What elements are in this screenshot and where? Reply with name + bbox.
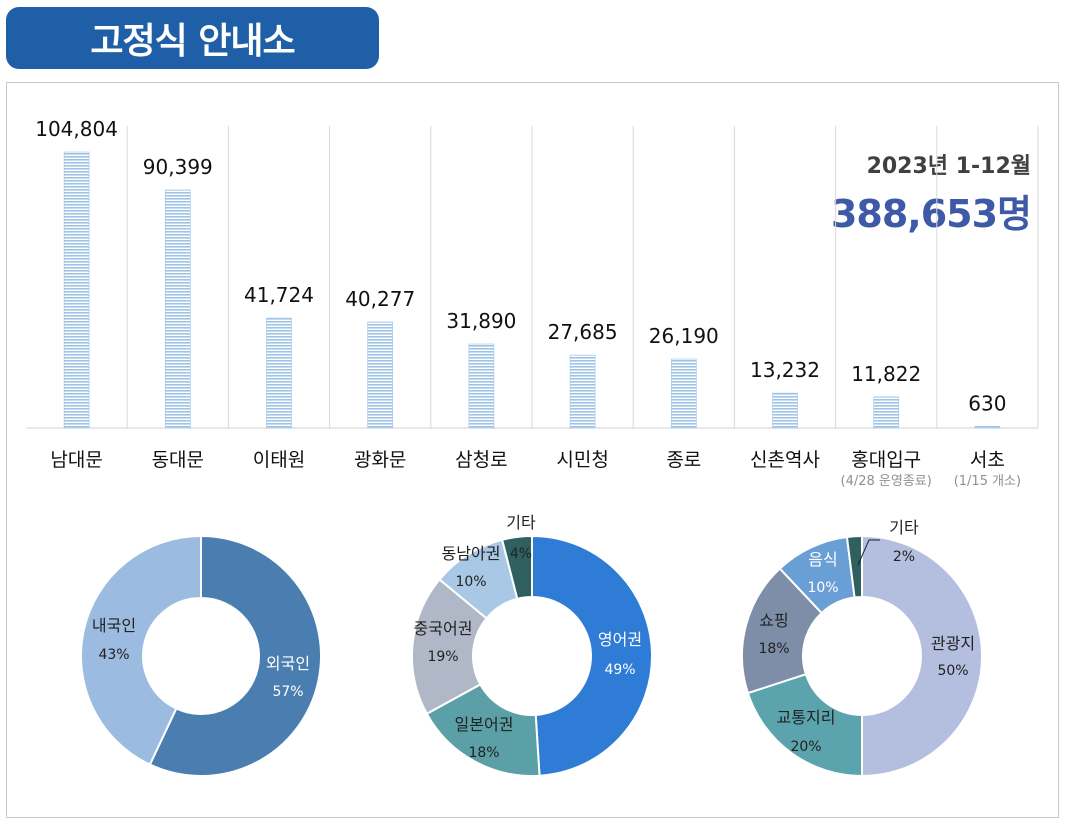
page-title: 고정식 안내소	[90, 21, 295, 62]
donut-percent: 43%	[98, 647, 129, 663]
bar-value-label: 26,190	[649, 324, 719, 348]
bar-4	[367, 321, 394, 429]
bar-category-label: 삼청로	[455, 449, 507, 471]
bar-value-label: 90,399	[143, 155, 213, 179]
donut-label: 기타	[506, 513, 536, 532]
donut-percent: 18%	[468, 745, 499, 761]
bar-value-label: 13,232	[750, 358, 820, 382]
donut-slice	[148, 534, 322, 777]
bar-value-label: 630	[968, 391, 1006, 415]
bar-category-label: 시민청	[556, 449, 608, 471]
donut-label: 중국어권	[414, 619, 473, 638]
donut-slice	[80, 534, 202, 766]
donut-percent: 57%	[272, 684, 303, 700]
bar-6	[569, 354, 596, 429]
bar-category-note: (1/15 개소)	[954, 474, 1021, 489]
donut-percent: 10%	[807, 580, 838, 596]
donut-percent: 50%	[937, 663, 968, 679]
donut-slice	[531, 534, 653, 777]
bar-8	[772, 392, 798, 429]
donut-percent: 19%	[427, 649, 458, 665]
bar-3	[266, 317, 292, 429]
bar-9	[873, 396, 900, 429]
donut-label: 동남아권	[442, 544, 501, 563]
donut-label: 외국인	[266, 654, 310, 673]
bar-category-label: 남대문	[50, 449, 102, 471]
donut-label: 교통지리	[777, 708, 836, 727]
bar-5	[468, 343, 495, 429]
donut-slice	[861, 534, 983, 778]
bar-value-label: 27,685	[548, 320, 618, 344]
total-period: 2023년 1-12월	[866, 154, 1031, 179]
donut-percent: 20%	[790, 739, 821, 755]
total-count: 388,653명	[830, 192, 1032, 236]
bar-category-label: 홍대입구	[851, 449, 921, 471]
donut-chart-1: 외국인 57% 내국인 43%	[80, 534, 322, 777]
bar-value-label: 31,890	[446, 309, 516, 333]
leader-line	[857, 539, 880, 566]
chart-panel	[6, 82, 1059, 818]
bar-7	[670, 358, 697, 429]
donut-label: 음식	[808, 550, 837, 569]
bar-1	[63, 151, 90, 429]
donut-slice	[746, 672, 863, 778]
bar-category-label: 이태원	[253, 449, 305, 471]
donut-label: 영어권	[598, 630, 642, 649]
page-title-banner: 고정식 안내소	[6, 7, 379, 69]
donut-percent: 4%	[510, 546, 532, 562]
bar-value-label: 41,724	[244, 283, 314, 307]
donut-label: 쇼핑	[759, 611, 788, 630]
donut-percent: 2%	[893, 549, 915, 565]
donut-label: 내국인	[92, 616, 136, 635]
donut-charts: 외국인 57% 내국인 43% 영어권 49% 일본어권 18% 중국어권 19% 동남아권 10% 기…	[80, 513, 983, 778]
bar-value-label: 40,277	[345, 287, 415, 311]
bar-2	[165, 189, 191, 429]
donut-label: 기타	[889, 518, 919, 537]
donut-label: 관광지	[931, 634, 975, 653]
donut-percent: 18%	[758, 641, 789, 657]
bar-category-note: (4/28 운영종료)	[841, 474, 932, 489]
bar-category-label: 종로	[666, 449, 701, 471]
bar-category-label: 광화문	[354, 449, 406, 471]
bar-10	[974, 426, 1001, 429]
bar-value-label: 104,804	[35, 117, 118, 141]
donut-percent: 10%	[455, 574, 486, 590]
bar-chart: 104,804 남대문 90,399 동대문 41,724 이태원 40,277 광화문 31,…	[26, 117, 1039, 489]
bar-category-label: 서초	[970, 449, 1005, 471]
bar-category-label: 신촌역사	[750, 449, 820, 471]
donut-slice	[500, 534, 533, 601]
donut-label: 일본어권	[455, 715, 514, 734]
donut-chart-2: 영어권 49% 일본어권 18% 중국어권 19% 동남아권 10% 기타 4%	[411, 513, 653, 777]
bar-category-label: 동대문	[152, 449, 204, 471]
donut-percent: 49%	[604, 662, 635, 678]
donut-slice	[845, 534, 863, 599]
bar-value-label: 11,822	[851, 362, 921, 386]
donut-chart-3: 관광지 50% 교통지리 20% 쇼핑 18% 음식 10% 기타 2%	[741, 518, 983, 778]
